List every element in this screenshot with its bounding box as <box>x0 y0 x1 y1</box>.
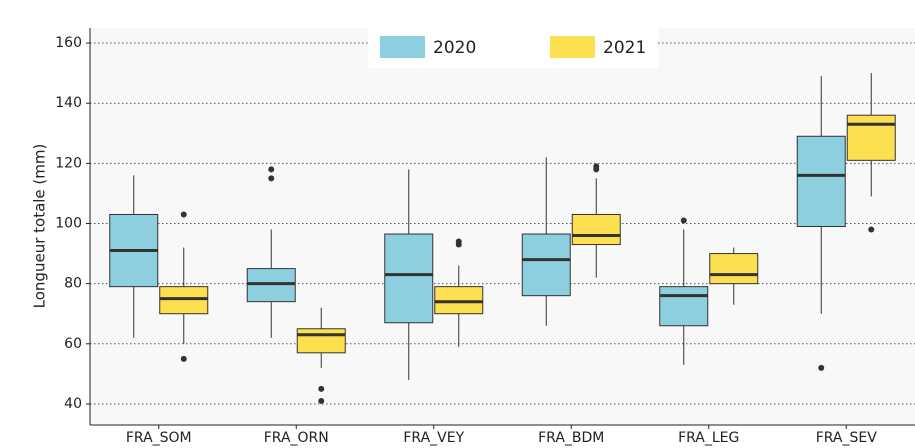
box <box>796 135 846 227</box>
box <box>846 114 896 161</box>
legend-swatch <box>550 36 595 58</box>
y-tick-label: 120 <box>55 155 82 171</box>
y-tick-label: 100 <box>55 215 82 231</box>
outlier <box>868 226 875 233</box>
plot-background <box>90 28 915 425</box>
outlier <box>268 175 275 182</box>
x-tick-label: FRA_SEV <box>816 430 878 446</box>
legend-label: 2021 <box>603 38 646 58</box>
x-tick-label: FRA_ORN <box>264 430 329 446</box>
y-tick-label: 60 <box>64 336 82 352</box>
y-tick-label: 40 <box>64 396 82 412</box>
legend-swatch <box>380 36 425 58</box>
box <box>434 286 484 315</box>
outlier <box>680 217 687 224</box>
x-tick-label: FRA_SOM <box>126 430 192 446</box>
outlier <box>268 166 275 173</box>
legend-label: 2020 <box>433 38 476 58</box>
x-tick-label: FRA_BDM <box>538 430 604 446</box>
box <box>571 213 621 246</box>
outlier <box>455 241 462 248</box>
outlier <box>593 166 600 173</box>
outlier <box>318 385 325 392</box>
y-tick-label: 160 <box>55 35 82 51</box>
x-tick-label: FRA_LEG <box>678 430 739 446</box>
box <box>709 253 759 285</box>
box <box>521 233 571 297</box>
y-tick-label: 80 <box>64 276 82 292</box>
outlier <box>818 364 825 371</box>
outlier <box>180 355 187 362</box>
box <box>159 286 209 315</box>
outlier <box>180 211 187 218</box>
x-tick-label: FRA_VEY <box>403 430 464 446</box>
outlier <box>318 397 325 404</box>
box <box>384 233 434 324</box>
y-tick-label: 140 <box>55 95 82 111</box>
y-axis-label: Longueur totale (mm) <box>31 144 49 309</box>
box <box>659 286 709 327</box>
box <box>246 268 296 303</box>
box <box>296 328 346 354</box>
